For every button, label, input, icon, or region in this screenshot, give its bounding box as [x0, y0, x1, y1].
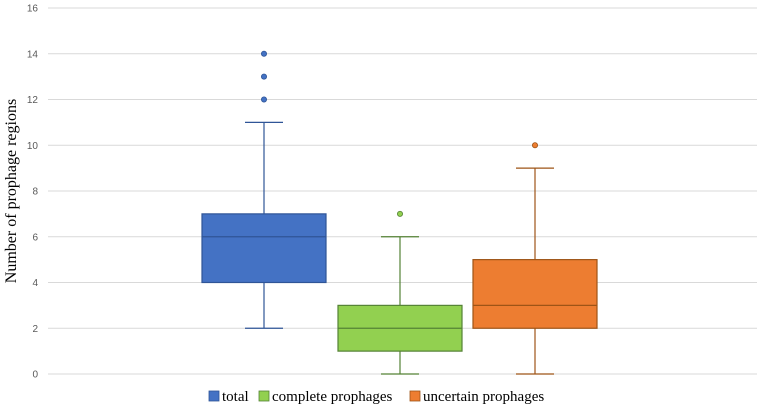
y-tick-label: 8: [32, 187, 38, 198]
outlier-point: [532, 142, 539, 149]
legend-swatch: [409, 390, 421, 402]
legend-label: uncertain prophages: [423, 389, 544, 405]
y-tick-label: 4: [32, 278, 38, 289]
legend-swatch: [208, 390, 220, 402]
y-tick-label: 6: [32, 232, 38, 243]
outlier-point: [260, 50, 267, 57]
y-tick-label: 14: [27, 49, 39, 60]
box-iqr: [472, 259, 598, 329]
box-1: [337, 210, 463, 375]
outlier-point: [260, 73, 267, 80]
gridlines: [48, 7, 757, 375]
legend: total complete prophages uncertain prophag…: [208, 389, 544, 405]
y-tick-label: 12: [27, 95, 39, 106]
box-0: [201, 50, 327, 329]
legend-label: complete prophages: [272, 389, 393, 405]
y-tick-label: 10: [27, 141, 39, 152]
y-tick-label: 0: [32, 370, 38, 381]
outlier-point: [396, 210, 403, 217]
outlier-point: [260, 96, 267, 103]
box-2: [472, 142, 598, 375]
legend-label: total: [222, 389, 249, 405]
box-iqr: [201, 213, 327, 284]
boxes: [201, 50, 598, 375]
y-axis-title: Number of prophage regions: [3, 99, 20, 283]
y-tick-label: 16: [27, 4, 39, 15]
y-tick-label: 2: [32, 324, 38, 335]
legend-swatch: [258, 390, 270, 402]
y-tick-labels: 0 2 4 6 8 10 12 14 16: [27, 4, 39, 381]
